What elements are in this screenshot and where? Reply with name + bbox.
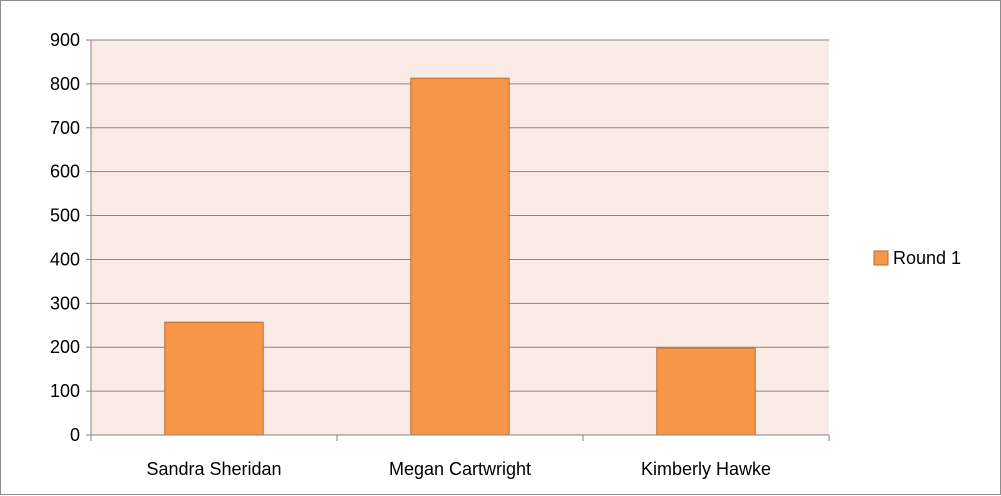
x-tick-label: Kimberly Hawke — [641, 459, 771, 479]
axes — [90, 40, 830, 441]
y-tick-label: 500 — [50, 206, 80, 226]
y-tick-label: 0 — [70, 425, 80, 445]
y-tick-label: 200 — [50, 337, 80, 357]
y-tick-label: 900 — [50, 30, 80, 50]
x-tick-labels: Sandra Sheridan Megan Cartwright Kimberly … — [146, 459, 771, 479]
y-tick-label: 800 — [50, 74, 80, 94]
y-tick-label: 600 — [50, 162, 80, 182]
y-tick-label: 700 — [50, 118, 80, 138]
x-tick-label: Sandra Sheridan — [146, 459, 281, 479]
bar-megan-cartwright — [410, 77, 510, 436]
bars — [164, 77, 756, 436]
y-tick-label: 400 — [50, 249, 80, 269]
y-tick-labels: 0 100 200 300 400 500 600 700 800 900 — [50, 30, 80, 445]
x-tick-label: Megan Cartwright — [389, 459, 531, 479]
legend-swatch — [873, 250, 889, 266]
bar-sandra-sheridan — [164, 321, 264, 436]
legend-label: Round 1 — [893, 248, 961, 268]
y-tick-label: 100 — [50, 381, 80, 401]
bar-kimberly-hawke — [656, 347, 756, 436]
y-tick-label: 300 — [50, 293, 80, 313]
legend: Round 1 — [873, 248, 961, 268]
